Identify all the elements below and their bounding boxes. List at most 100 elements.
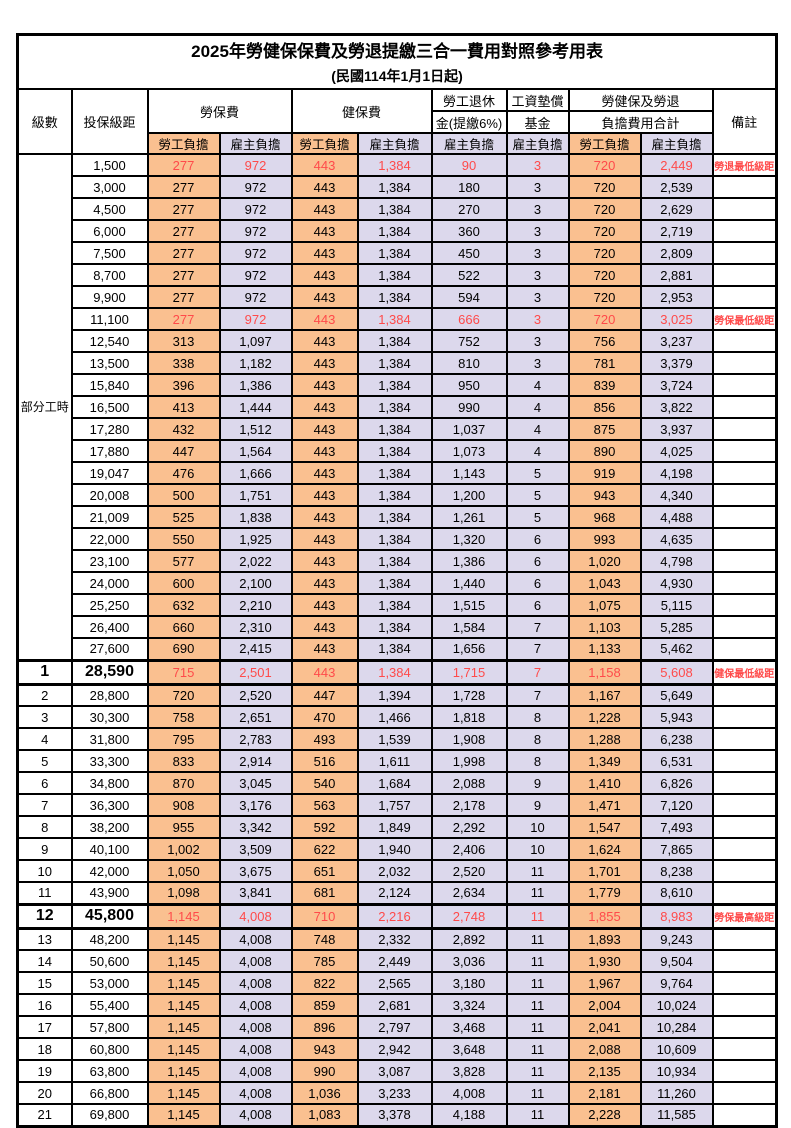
cell-labor-employer: 4,008 — [218, 927, 293, 951]
cell-health-employee: 990 — [290, 1059, 359, 1083]
cell-total-employee: 968 — [567, 505, 642, 529]
bracket-cell: 69,800 — [70, 1103, 149, 1127]
remark-cell — [711, 637, 778, 661]
cell-pension-employer: 360 — [430, 219, 508, 243]
cell-wagefund-employer: 3 — [505, 351, 570, 375]
cell-labor-employer: 1,925 — [218, 527, 293, 551]
cell-labor-employee: 476 — [146, 461, 221, 485]
cell-health-employer: 2,565 — [356, 971, 433, 995]
cell-total-employee: 2,004 — [567, 993, 642, 1017]
cell-labor-employee: 277 — [146, 219, 221, 243]
cell-health-employee: 443 — [290, 417, 359, 441]
remark-cell — [711, 971, 778, 995]
cell-health-employer: 1,384 — [356, 329, 433, 353]
table-title-cell: 2025年勞健保保費及勞退提繳三合一費用對照參考用表 (民國114年1月1日起) — [16, 33, 778, 90]
cell-pension-employer: 522 — [430, 263, 508, 287]
cell-health-employer: 1,849 — [356, 815, 433, 839]
remark-cell — [711, 351, 778, 375]
cell-labor-employer: 972 — [218, 197, 293, 221]
cell-health-employee: 443 — [290, 263, 359, 287]
bracket-cell: 7,500 — [70, 241, 149, 265]
remark-cell — [711, 285, 778, 309]
cell-health-employer: 1,384 — [356, 483, 433, 507]
bracket-cell: 9,900 — [70, 285, 149, 309]
remark-cell — [711, 615, 778, 639]
cell-wagefund-employer: 7 — [505, 658, 570, 686]
cell-health-employee: 470 — [290, 705, 359, 729]
cell-health-employer: 3,087 — [356, 1059, 433, 1083]
cell-total-employee: 1,410 — [567, 771, 642, 795]
table-row: 8 38,200 955 3,342 592 1,849 2,292 10 1,547 7,493 — [16, 815, 778, 839]
remark-cell — [711, 727, 778, 751]
remark-cell — [711, 395, 778, 419]
cell-total-employee: 1,471 — [567, 793, 642, 817]
cell-labor-employer: 1,512 — [218, 417, 293, 441]
remark-cell — [711, 1037, 778, 1061]
cell-labor-employee: 1,145 — [146, 927, 221, 951]
cell-pension-employer: 594 — [430, 285, 508, 309]
remark-cell — [711, 263, 778, 287]
cell-labor-employee: 277 — [146, 153, 221, 177]
cell-total-employer: 5,115 — [639, 593, 714, 617]
bracket-cell: 13,500 — [70, 351, 149, 375]
cell-health-employee: 443 — [290, 505, 359, 529]
cell-health-employer: 1,466 — [356, 705, 433, 729]
cell-labor-employee: 600 — [146, 571, 221, 595]
bracket-cell: 25,250 — [70, 593, 149, 617]
cell-pension-employer: 3,468 — [430, 1015, 508, 1039]
remark-cell — [711, 749, 778, 773]
level-cell: 10 — [16, 859, 73, 883]
cell-wagefund-employer: 5 — [505, 461, 570, 485]
bracket-cell: 50,600 — [70, 949, 149, 973]
cell-total-employer: 5,943 — [639, 705, 714, 729]
cell-pension-employer: 1,715 — [430, 658, 508, 686]
bracket-cell: 28,590 — [70, 658, 149, 686]
cell-total-employee: 1,103 — [567, 615, 642, 639]
cell-health-employer: 1,611 — [356, 749, 433, 773]
cell-total-employer: 4,635 — [639, 527, 714, 551]
col-header-health-group: 健保費 — [290, 88, 433, 134]
cell-health-employee: 563 — [290, 793, 359, 817]
cell-wagefund-employer: 9 — [505, 793, 570, 817]
cell-health-employer: 1,539 — [356, 727, 433, 751]
table-row: 24,000 600 2,100 443 1,384 1,440 6 1,043 4,930 — [18, 571, 778, 595]
remark-cell — [711, 1015, 778, 1039]
cell-total-employee: 1,043 — [567, 571, 642, 595]
cell-pension-employer: 1,656 — [430, 637, 508, 661]
bracket-cell: 38,200 — [70, 815, 149, 839]
cell-pension-employer: 752 — [430, 329, 508, 353]
cell-total-employee: 720 — [567, 241, 642, 265]
cell-labor-employer: 4,008 — [218, 902, 293, 930]
cell-total-employee: 720 — [567, 307, 642, 331]
bracket-cell: 66,800 — [70, 1081, 149, 1105]
cell-pension-employer: 450 — [430, 241, 508, 265]
cell-labor-employer: 2,310 — [218, 615, 293, 639]
remark-cell: 勞保最低級距 — [711, 307, 778, 331]
cell-total-employee: 1,133 — [567, 637, 642, 661]
remark-cell — [711, 881, 778, 905]
remark-cell — [711, 175, 778, 199]
cell-labor-employee: 313 — [146, 329, 221, 353]
cell-pension-employer: 2,406 — [430, 837, 508, 861]
cell-wagefund-employer: 3 — [505, 175, 570, 199]
cell-labor-employee: 1,145 — [146, 1081, 221, 1105]
remark-cell — [711, 373, 778, 397]
cell-wagefund-employer: 3 — [505, 285, 570, 309]
cell-health-employer: 1,384 — [356, 527, 433, 551]
col-header-total-line2: 負擔費用合計 — [567, 110, 714, 134]
cell-labor-employer: 972 — [218, 153, 293, 177]
cell-labor-employee: 690 — [146, 637, 221, 661]
cell-wagefund-employer: 11 — [505, 1037, 570, 1061]
cell-labor-employee: 525 — [146, 505, 221, 529]
level-cell: 6 — [16, 771, 73, 795]
cell-pension-employer: 3,180 — [430, 971, 508, 995]
cell-pension-employer: 810 — [430, 351, 508, 375]
cell-wagefund-employer: 5 — [505, 505, 570, 529]
remark-cell — [711, 771, 778, 795]
cell-health-employee: 822 — [290, 971, 359, 995]
cell-total-employer: 7,865 — [639, 837, 714, 861]
remark-cell — [711, 241, 778, 265]
remark-cell: 健保最低級距 — [711, 658, 778, 686]
cell-pension-employer: 2,520 — [430, 859, 508, 883]
cell-pension-employer: 1,037 — [430, 417, 508, 441]
